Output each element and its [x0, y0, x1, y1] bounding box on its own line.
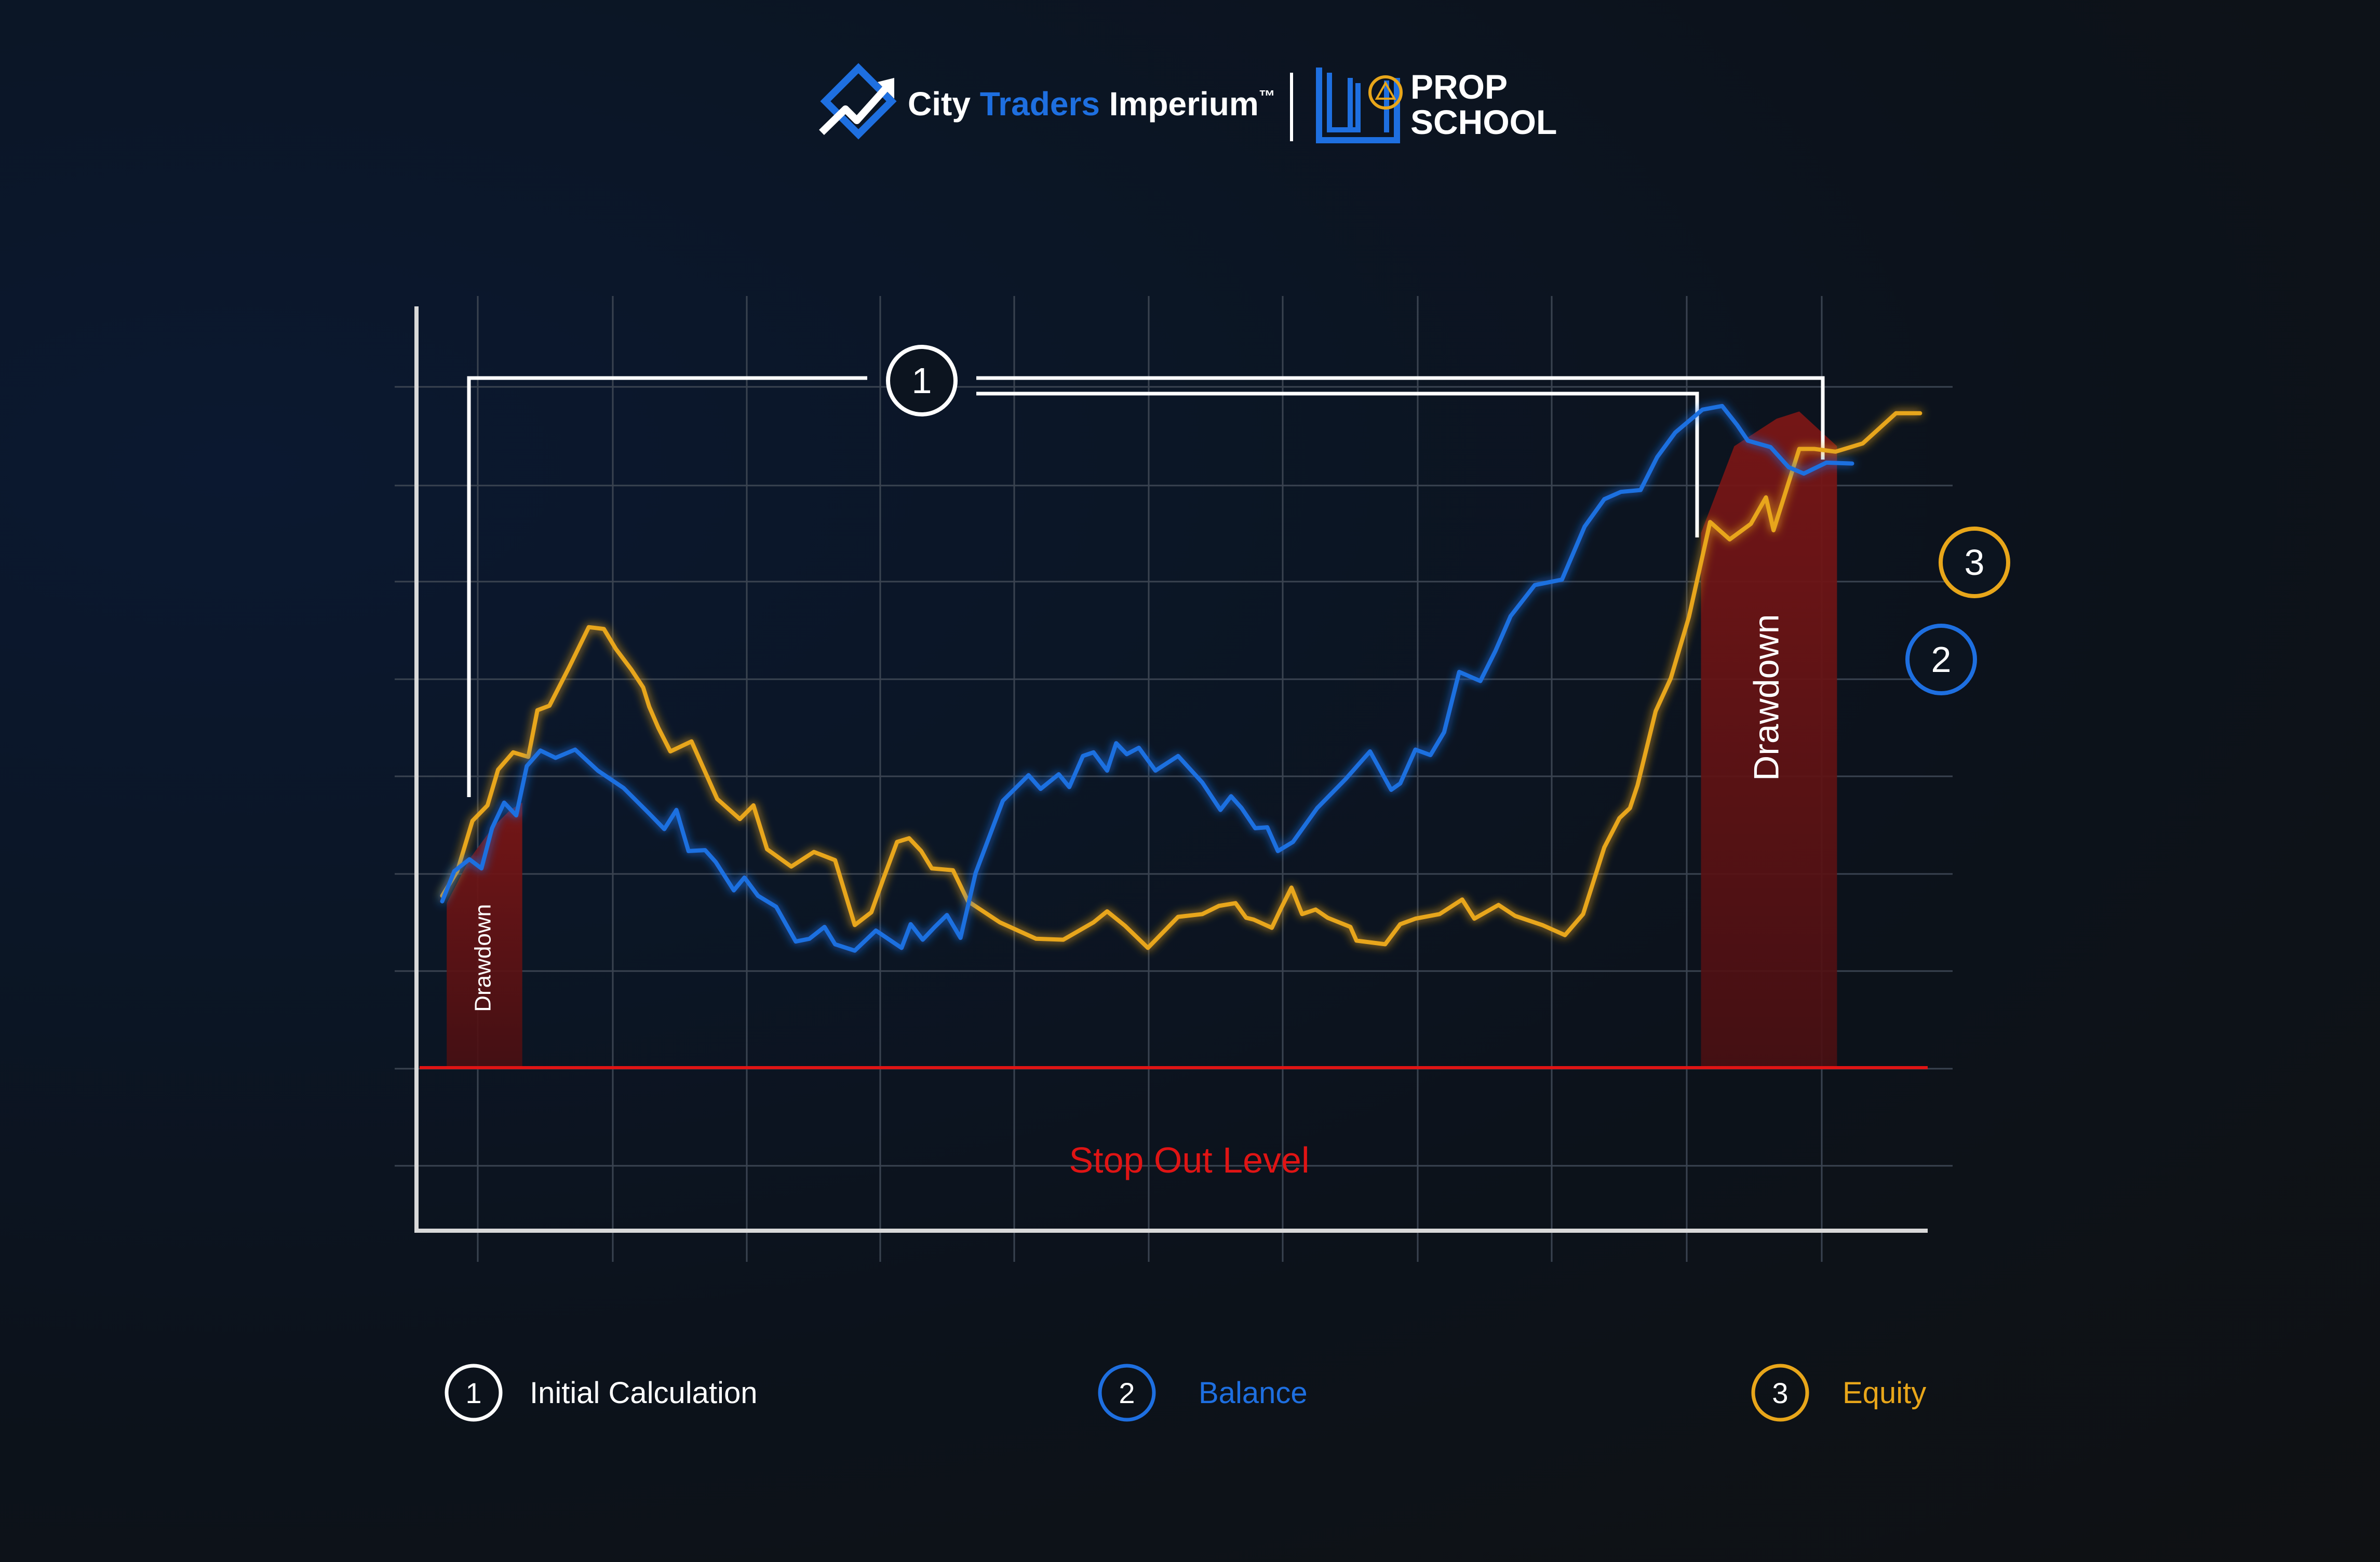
marker-initial-number: 1 — [912, 360, 932, 401]
drawdown-region — [447, 802, 522, 1068]
series-line-balance — [440, 403, 1854, 953]
legend-label-equity: Equity — [1843, 1376, 1926, 1410]
drawdown-region — [1701, 411, 1837, 1068]
legend-item-balance: 2 Balance — [1098, 1364, 1308, 1422]
legend-number: 2 — [1119, 1377, 1135, 1409]
legend-label-initial-calculation: Initial Calculation — [530, 1376, 757, 1410]
marker-initial-calculation: 1 — [886, 345, 958, 416]
drawdown-label: Drawdown — [470, 904, 496, 1012]
marker-equity: 3 — [1939, 527, 2010, 598]
marker-balance-number: 2 — [1931, 639, 1952, 680]
drawdown-label: Drawdown — [1746, 614, 1786, 781]
brand-prop-text: PROP — [1410, 68, 1508, 106]
chart-arrow-icon — [819, 63, 897, 140]
brand-tm-text: ™ — [1259, 87, 1275, 105]
legend-item-initial-calculation: 1 Initial Calculation — [445, 1364, 757, 1422]
legend-item-equity: 3 Equity — [1751, 1364, 1926, 1422]
brand-header: City Traders Imperium™ PROP SCHOOL — [819, 63, 1557, 143]
book-icon — [1316, 68, 1403, 143]
data-series — [440, 403, 1922, 953]
drawdown-regions: Drawdown Drawdown — [447, 411, 1837, 1068]
series-line-equity — [440, 411, 1922, 950]
stop-out-level: Stop Out Level — [420, 1066, 1928, 1180]
initial-calculation-bracket — [467, 376, 1825, 797]
legend-number: 1 — [465, 1377, 481, 1409]
brand-city-text: City — [908, 85, 980, 123]
brand-school-text: SCHOOL — [1410, 103, 1557, 141]
brand-traders-text: Traders — [980, 85, 1100, 123]
svg-text:City Traders Imperium™: City Traders Imperium™ — [908, 85, 1275, 123]
stop-out-label: Stop Out Level — [1069, 1140, 1309, 1180]
marker-equity-number: 3 — [1965, 542, 1985, 583]
legend: 1 Initial Calculation 2 Balance 3 Equity — [445, 1364, 1926, 1422]
chart-axes — [414, 306, 1928, 1233]
marker-balance: 2 — [1905, 624, 1977, 695]
legend-label-balance: Balance — [1199, 1376, 1308, 1410]
brand-imperium-text: Imperium — [1100, 85, 1259, 123]
legend-number: 3 — [1772, 1377, 1788, 1409]
